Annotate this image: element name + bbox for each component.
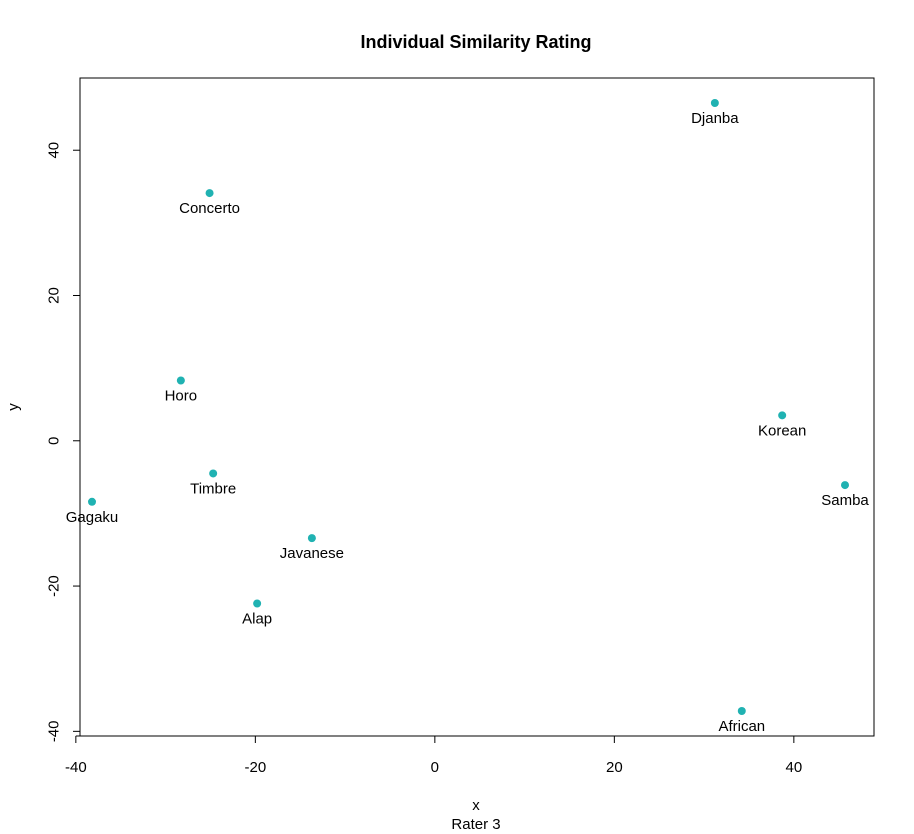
point-label-korean: Korean: [758, 422, 806, 439]
x-tick-label: 20: [606, 759, 623, 776]
x-tick-label: 40: [785, 759, 802, 776]
point-concerto: [205, 189, 214, 198]
point-african: [737, 707, 746, 715]
data-points: Djanba Concerto Horo Korean Timbre Samba Gagak…: [66, 99, 869, 735]
point-timbre: [209, 469, 218, 478]
y-tick-label: 20: [46, 287, 63, 304]
x-tick-label: -40: [65, 759, 87, 776]
x-axis: -40 -20 0 20 40: [65, 735, 802, 776]
x-axis-sublabel: Rater 3: [451, 816, 500, 833]
point-label-djanba: Djanba: [691, 110, 739, 127]
y-axis: -40 -20 0 20 40: [46, 142, 81, 742]
y-tick-label: 40: [46, 142, 63, 159]
point-label-alap: Alap: [242, 610, 272, 627]
point-label-javanese: Javanese: [280, 545, 344, 562]
y-axis-label: y: [5, 403, 22, 411]
point-alap: [253, 599, 262, 608]
point-javanese: [307, 534, 316, 543]
point-djanba: [710, 99, 719, 107]
x-axis-label: x: [472, 797, 480, 814]
chart-title: Individual Similarity Rating: [360, 32, 591, 52]
y-tick-label: -20: [46, 575, 63, 597]
point-korean: [778, 411, 787, 420]
x-tick-label: 0: [431, 759, 439, 776]
point-horo: [176, 376, 185, 385]
point-label-african: African: [718, 718, 765, 735]
x-tick-label: -20: [245, 759, 267, 776]
point-label-concerto: Concerto: [179, 200, 240, 217]
plot-frame: [79, 77, 875, 737]
point-label-horo: Horo: [165, 387, 198, 404]
point-label-samba: Samba: [821, 492, 869, 509]
y-tick-label: 0: [46, 437, 63, 445]
point-label-timbre: Timbre: [190, 480, 236, 497]
point-label-gagaku: Gagaku: [66, 509, 119, 526]
point-gagaku: [88, 497, 96, 506]
y-tick-label: -40: [46, 720, 63, 742]
point-samba: [841, 481, 849, 490]
